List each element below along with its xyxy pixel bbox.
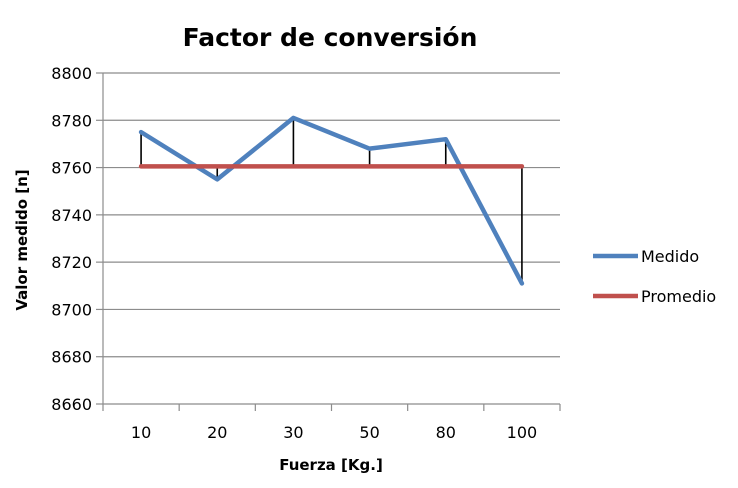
deviation-lines (140, 117, 523, 284)
x-tick-label: 30 (283, 423, 303, 442)
x-tick-label: 10 (131, 423, 151, 442)
x-tick-label: 50 (359, 423, 379, 442)
x-tick-label: 20 (207, 423, 227, 442)
legend-label: Promedio (641, 287, 716, 306)
legend-label: Medido (641, 247, 699, 266)
y-tick-label: 8720 (51, 253, 92, 272)
series-line-medido (138, 115, 525, 286)
series-lines (138, 115, 525, 286)
y-tick-label: 8760 (51, 159, 92, 178)
y-tick-label: 8700 (51, 300, 92, 319)
y-tick-label: 8680 (51, 348, 92, 367)
y-tick-label: 8780 (51, 111, 92, 130)
y-axis-title: Valor medido [n] (13, 169, 31, 310)
legend: Medido Promedio (593, 247, 716, 306)
y-tick-label: 8660 (51, 395, 92, 414)
x-axis-ticks: 10 20 30 50 80 100 (131, 423, 537, 442)
y-axis-ticks: 8660 8680 8700 8720 8740 8760 8780 8800 (51, 64, 92, 414)
x-axis-title: Fuerza [Kg.] (279, 456, 383, 474)
x-tick-label: 100 (507, 423, 538, 442)
y-tick-label: 8800 (51, 64, 92, 83)
y-tick-label: 8740 (51, 206, 92, 225)
x-tick-label: 80 (436, 423, 456, 442)
gridlines (96, 72, 561, 411)
chart-title: Factor de conversión (183, 23, 478, 52)
